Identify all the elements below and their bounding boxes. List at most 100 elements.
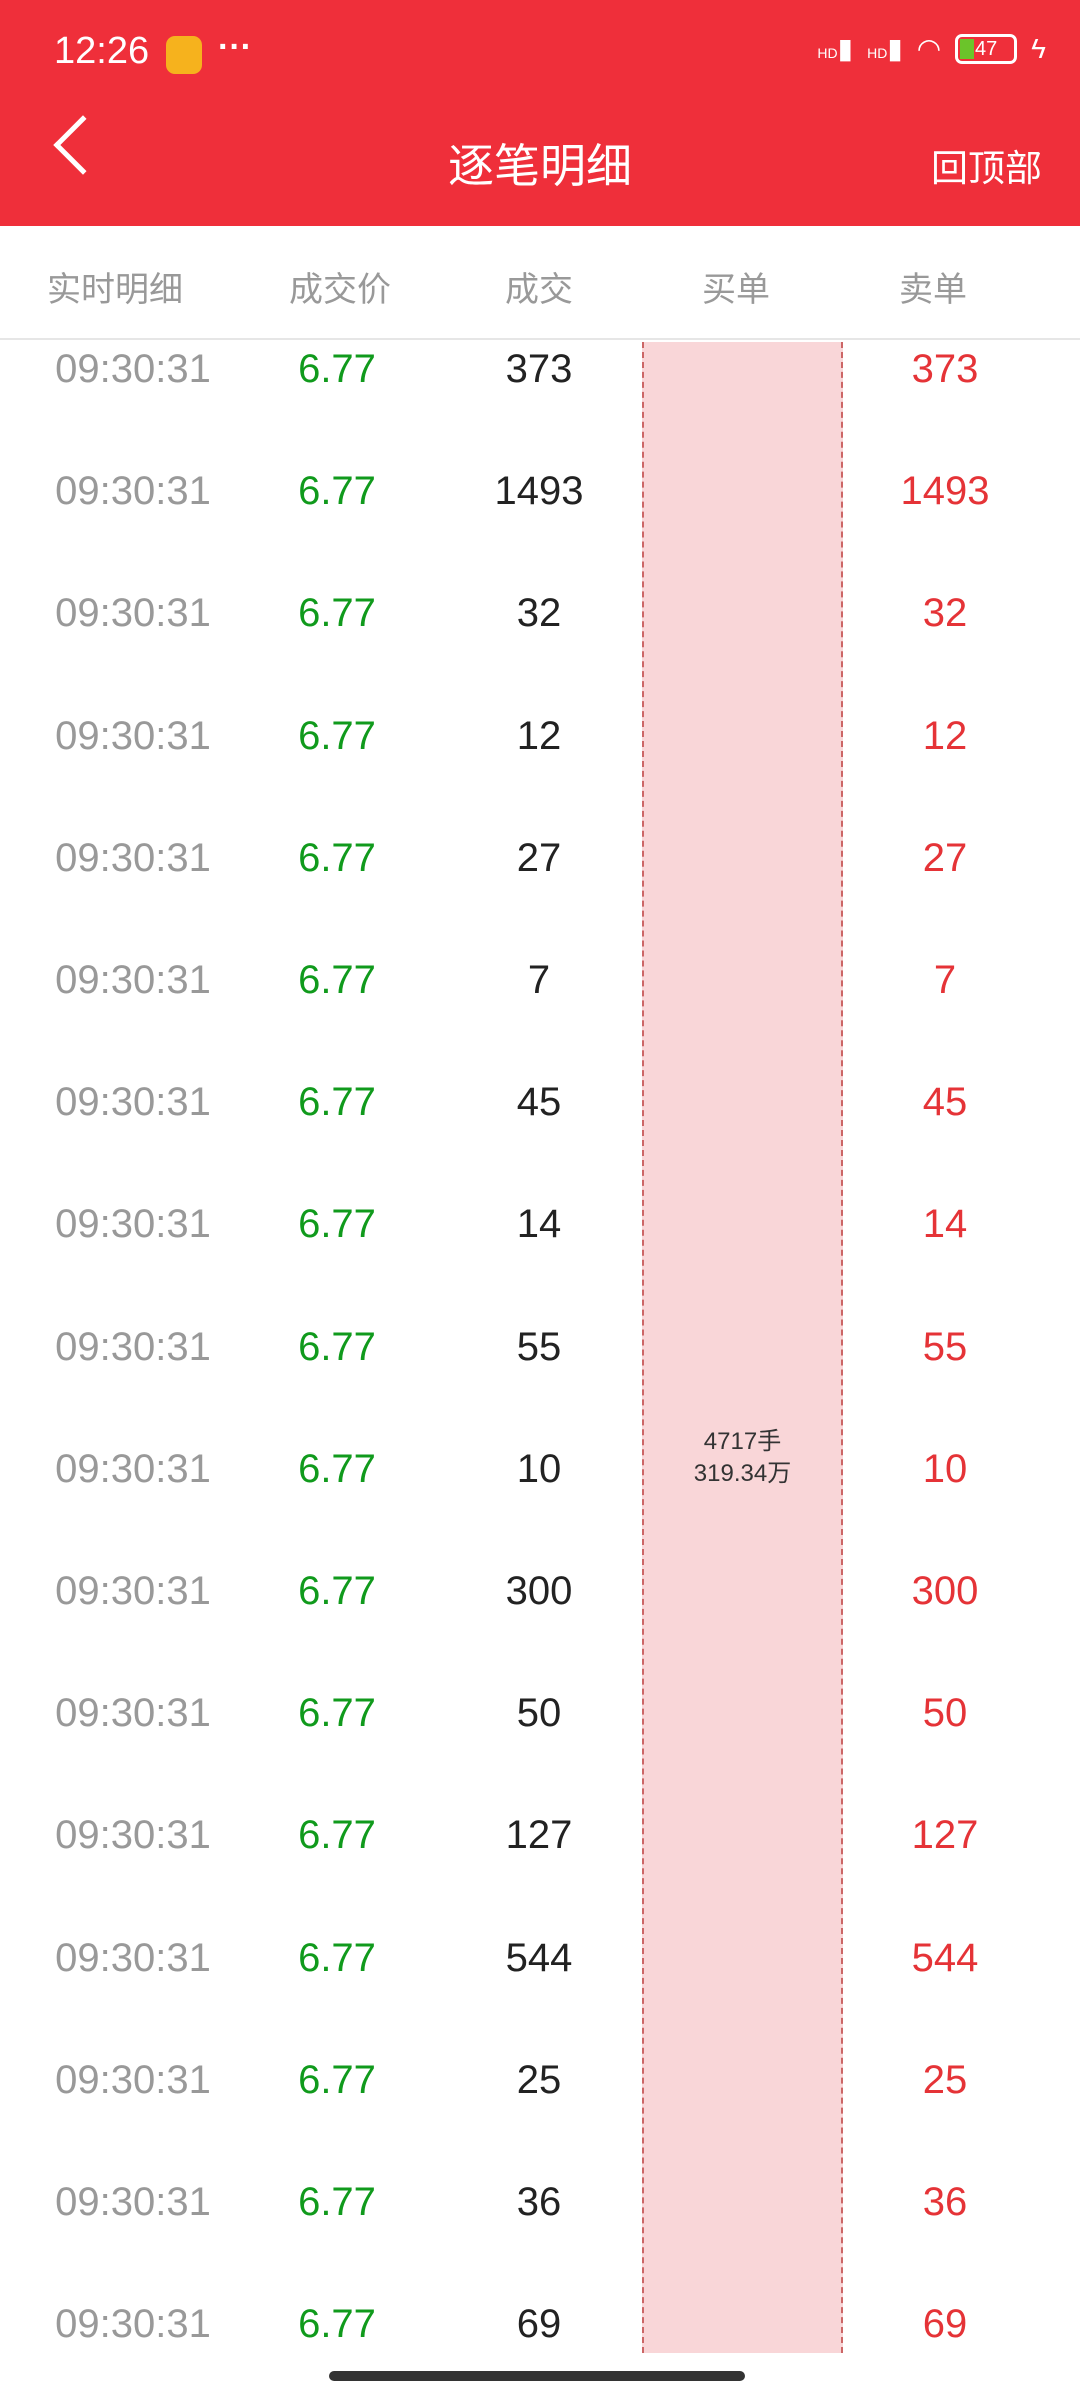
trade-price: 6.77 bbox=[298, 1569, 376, 1613]
more-notifications-icon: ··· bbox=[218, 28, 252, 66]
sell-volume: 45 bbox=[922, 1080, 968, 1125]
trade-volume: 373 bbox=[505, 347, 573, 391]
trade-volume: 36 bbox=[516, 2180, 562, 2224]
trade-price: 6.77 bbox=[298, 1813, 376, 1858]
trade-time: 09:30:31 bbox=[55, 347, 211, 391]
signal-icon: HD▮ bbox=[817, 33, 854, 64]
app-header: 12:26 ··· HD▮ HD▮ ◠ 47 ϟ 逐笔明细 回顶部 bbox=[0, 0, 1080, 226]
table-row: 09:30:31 6.77 10 10 bbox=[0, 1407, 1080, 1529]
sell-volume: 10 bbox=[922, 1446, 968, 1491]
trade-volume: 55 bbox=[516, 1324, 562, 1369]
trade-volume: 300 bbox=[505, 1569, 573, 1613]
table-row: 09:30:31 6.77 50 50 bbox=[0, 1651, 1080, 1773]
sell-volume: 14 bbox=[922, 1202, 968, 1247]
trade-volume: 7 bbox=[527, 958, 551, 1002]
sell-volume: 50 bbox=[922, 1691, 968, 1736]
table-row: 09:30:31 6.77 7 7 bbox=[0, 918, 1080, 1040]
sell-volume: 55 bbox=[922, 1324, 968, 1369]
table-row: 09:30:31 6.77 544 544 bbox=[0, 1896, 1080, 2018]
trade-price: 6.77 bbox=[298, 713, 376, 758]
table-row: 09:30:31 6.77 36 36 bbox=[0, 2140, 1080, 2262]
trade-price: 6.77 bbox=[298, 591, 376, 636]
table-row: 09:30:31 6.77 27 27 bbox=[0, 796, 1080, 918]
trade-volume: 14 bbox=[516, 1202, 562, 1247]
sell-volume: 25 bbox=[922, 2057, 968, 2102]
col-price: 成交价 bbox=[289, 271, 391, 309]
trade-time: 09:30:31 bbox=[55, 2180, 211, 2224]
charging-icon: ϟ bbox=[1031, 32, 1046, 64]
trade-time: 09:30:31 bbox=[55, 1691, 211, 1736]
trade-time: 09:30:31 bbox=[55, 1202, 211, 1247]
trade-price: 6.77 bbox=[298, 1202, 376, 1247]
back-to-top-button[interactable]: 回顶部 bbox=[931, 148, 1042, 189]
sell-volume: 544 bbox=[911, 1935, 979, 1980]
col-volume: 成交 bbox=[505, 271, 573, 309]
trade-price: 6.77 bbox=[298, 2302, 376, 2347]
sell-volume: 1493 bbox=[900, 469, 990, 514]
table-row: 09:30:31 6.77 69 69 bbox=[0, 2262, 1080, 2384]
sell-volume: 12 bbox=[922, 713, 968, 758]
trade-time: 09:30:31 bbox=[55, 1813, 211, 1858]
trade-time: 09:30:31 bbox=[55, 1446, 211, 1491]
trade-price: 6.77 bbox=[298, 347, 376, 391]
trade-time: 09:30:31 bbox=[55, 591, 211, 636]
table-row: 09:30:31 6.77 12 12 bbox=[0, 674, 1080, 796]
trade-time: 09:30:31 bbox=[55, 1324, 211, 1369]
sell-volume: 69 bbox=[922, 2302, 968, 2347]
col-buy: 买单 bbox=[702, 271, 770, 309]
sell-volume: 7 bbox=[933, 958, 957, 1002]
sell-volume: 300 bbox=[911, 1569, 979, 1613]
table-row: 09:30:31 6.77 32 32 bbox=[0, 551, 1080, 673]
trade-price: 6.77 bbox=[298, 2057, 376, 2102]
table-row: 09:30:31 6.77 1493 1493 bbox=[0, 429, 1080, 551]
table-row: 09:30:31 6.77 127 127 bbox=[0, 1773, 1080, 1895]
trade-volume: 1493 bbox=[494, 469, 584, 514]
trade-volume: 69 bbox=[516, 2302, 562, 2347]
trade-price: 6.77 bbox=[298, 958, 376, 1002]
trade-price: 6.77 bbox=[298, 469, 376, 514]
page-title: 逐笔明细 bbox=[448, 140, 632, 192]
trade-time: 09:30:31 bbox=[55, 835, 211, 880]
column-header: 实时明细 成交价 成交 买单 卖单 bbox=[0, 226, 1080, 340]
trade-time: 09:30:31 bbox=[55, 1080, 211, 1125]
home-indicator[interactable] bbox=[329, 2371, 745, 2381]
trade-volume: 32 bbox=[516, 591, 562, 636]
sell-volume: 36 bbox=[922, 2180, 968, 2224]
notification-app-icon bbox=[166, 36, 202, 74]
trade-volume: 10 bbox=[516, 1446, 562, 1491]
signal-icon-2: HD▮ bbox=[867, 33, 903, 64]
trade-volume: 12 bbox=[516, 713, 562, 758]
buy-lots: 4717手 bbox=[703, 1428, 782, 1455]
trade-time: 09:30:31 bbox=[55, 2057, 211, 2102]
wifi-icon: ◠ bbox=[916, 33, 942, 64]
buy-summary: 4717手 319.34万 bbox=[642, 1426, 843, 1490]
table-row: 09:30:31 6.77 373 373 bbox=[0, 307, 1080, 429]
status-time: 12:26 bbox=[54, 30, 150, 72]
trade-volume: 27 bbox=[516, 835, 562, 880]
trade-price: 6.77 bbox=[298, 835, 376, 880]
table-row: 09:30:31 6.77 25 25 bbox=[0, 2018, 1080, 2140]
trade-time: 09:30:31 bbox=[55, 958, 211, 1002]
trade-time: 09:30:31 bbox=[55, 713, 211, 758]
trade-volume: 25 bbox=[516, 2057, 562, 2102]
sell-volume: 373 bbox=[911, 347, 979, 391]
trade-price: 6.77 bbox=[298, 1080, 376, 1125]
trade-volume: 45 bbox=[516, 1080, 562, 1125]
trade-price: 6.77 bbox=[298, 1446, 376, 1491]
table-row: 09:30:31 6.77 14 14 bbox=[0, 1162, 1080, 1284]
sell-volume: 127 bbox=[911, 1813, 979, 1858]
trade-time: 09:30:31 bbox=[55, 2302, 211, 2347]
buy-amount: 319.34万 bbox=[693, 1460, 792, 1487]
buy-order-highlight bbox=[642, 342, 843, 2353]
trade-price: 6.77 bbox=[298, 2180, 376, 2224]
col-sell: 卖单 bbox=[899, 271, 967, 309]
trade-volume: 544 bbox=[505, 1935, 573, 1980]
table-row: 09:30:31 6.77 55 55 bbox=[0, 1285, 1080, 1407]
trade-time: 09:30:31 bbox=[55, 1935, 211, 1980]
trade-price: 6.77 bbox=[298, 1935, 376, 1980]
trade-time: 09:30:31 bbox=[55, 469, 211, 514]
trade-time: 09:30:31 bbox=[55, 1569, 211, 1613]
trade-volume: 50 bbox=[516, 1691, 562, 1736]
sell-volume: 32 bbox=[922, 591, 968, 636]
trade-price: 6.77 bbox=[298, 1324, 376, 1369]
